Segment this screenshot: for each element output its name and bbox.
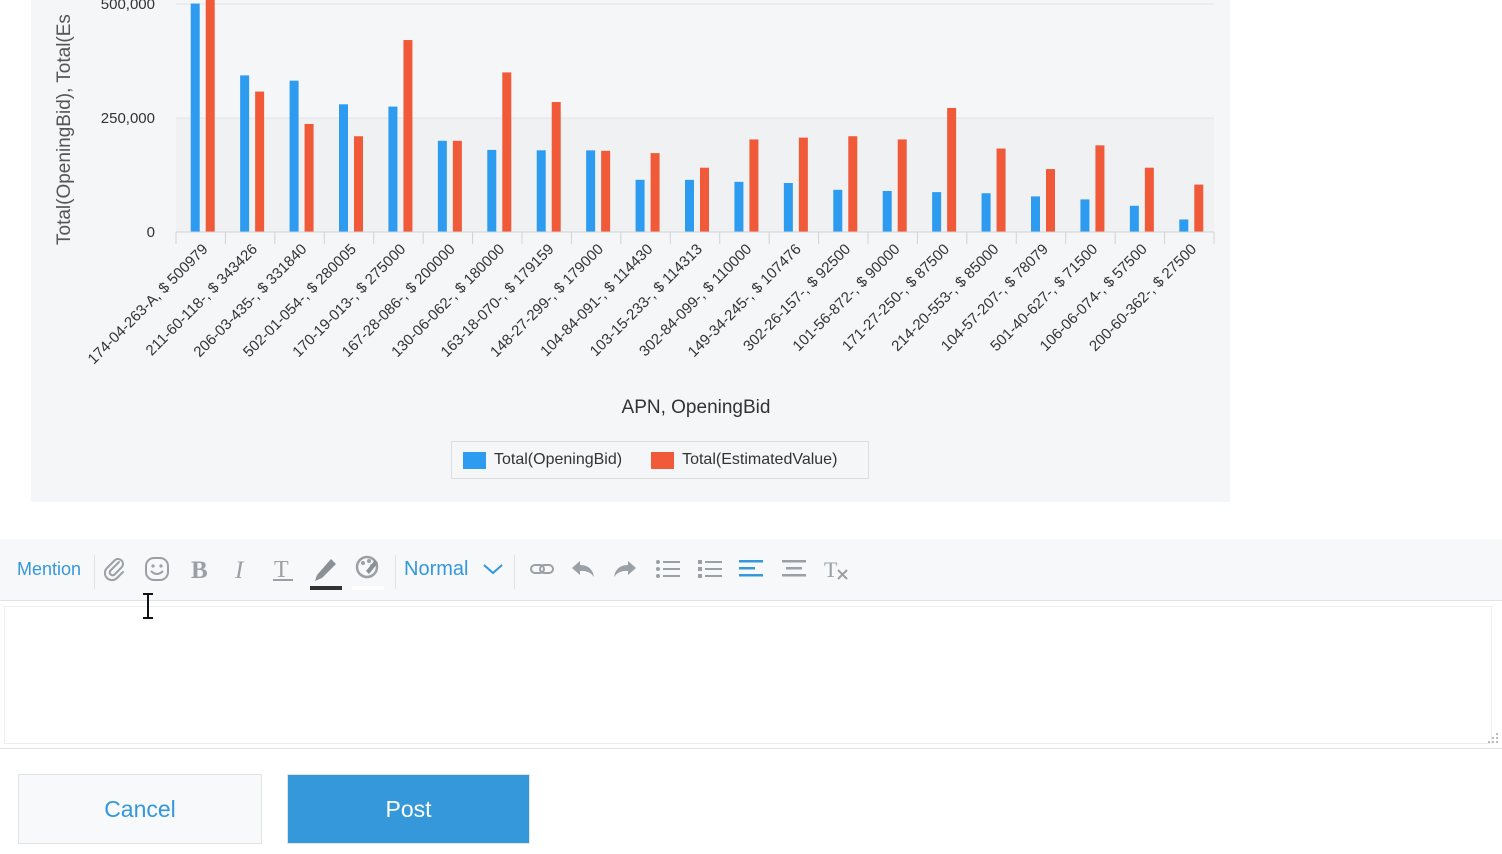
link-icon[interactable] (527, 539, 557, 599)
format-select-value: Normal (404, 557, 469, 580)
bar-estimated-value[interactable] (601, 150, 611, 232)
bar-opening-bid[interactable] (635, 179, 645, 232)
attachment-icon[interactable] (100, 539, 130, 599)
bar-estimated-value[interactable] (848, 136, 858, 232)
bar-opening-bid[interactable] (536, 150, 546, 232)
bar-opening-bid[interactable] (685, 179, 694, 232)
numbered-list-icon[interactable] (695, 539, 725, 599)
toolbar-divider (395, 555, 396, 589)
bar-opening-bid[interactable] (1129, 205, 1139, 232)
bar-opening-bid[interactable] (586, 150, 596, 232)
bar-estimated-value[interactable] (255, 91, 265, 232)
toolbar-divider (514, 555, 515, 589)
bar-opening-bid[interactable] (190, 3, 200, 233)
legend-item-estimated-value[interactable]: Total(EstimatedValue) (651, 451, 837, 469)
align-center-icon[interactable] (779, 539, 809, 599)
cancel-button[interactable]: Cancel (18, 774, 262, 844)
bar-opening-bid[interactable] (833, 189, 843, 232)
bar-estimated-value[interactable] (502, 72, 512, 233)
bar-opening-bid[interactable] (1031, 196, 1040, 232)
y-axis-title: Total(OpeningBid), Total(Es (54, 14, 75, 245)
y-tick-label: 250,000 (101, 110, 155, 127)
align-left-icon[interactable] (736, 539, 766, 599)
y-tick-label: 500,000 (101, 0, 155, 13)
text-cursor-icon (143, 593, 153, 619)
svg-text:B: B (191, 557, 208, 582)
chart-panel: 0 250,000 500,000 174-04-263-A, $ 500979 211… (31, 0, 1230, 502)
text-color-icon[interactable] (309, 539, 343, 599)
comment-editor[interactable] (4, 606, 1492, 744)
bar-estimated-value[interactable] (452, 140, 462, 232)
bar-estimated-value[interactable] (1194, 184, 1204, 232)
bar-opening-bid[interactable] (1080, 199, 1090, 232)
emoji-icon[interactable] (142, 539, 172, 599)
bar-estimated-value[interactable] (403, 40, 413, 232)
redo-icon[interactable] (610, 539, 640, 599)
italic-icon[interactable]: I (227, 539, 257, 599)
background-color-icon[interactable] (351, 539, 385, 599)
legend-label: Total(OpeningBid) (494, 451, 623, 468)
bar-estimated-value[interactable] (205, 0, 215, 232)
bullet-list-icon[interactable] (653, 539, 683, 599)
bar-estimated-value[interactable] (551, 102, 561, 232)
format-select[interactable]: Normal (404, 539, 512, 599)
bar-opening-bid[interactable] (289, 80, 299, 232)
svg-text:T: T (824, 557, 838, 582)
bar-opening-bid[interactable] (339, 104, 348, 232)
bar-estimated-value[interactable] (749, 139, 759, 232)
bar-estimated-value[interactable] (700, 167, 709, 232)
toolbar-divider (94, 555, 95, 589)
bar-estimated-value[interactable] (947, 107, 957, 232)
bar-opening-bid[interactable] (734, 181, 744, 232)
bar-estimated-value[interactable] (996, 148, 1006, 232)
bar-opening-bid[interactable] (1179, 219, 1189, 232)
y-tick-label: 0 (147, 224, 155, 241)
bar-opening-bid[interactable] (981, 193, 991, 232)
text-size-icon[interactable]: T (268, 539, 298, 599)
legend-swatch-red (651, 451, 675, 469)
bar-opening-bid[interactable] (882, 190, 892, 232)
clear-formatting-icon[interactable]: T (821, 539, 851, 599)
bar-estimated-value[interactable] (304, 123, 314, 232)
bar-estimated-value[interactable] (354, 136, 363, 232)
chart-grid (176, 3, 1214, 233)
bar-opening-bid[interactable] (783, 182, 793, 232)
bar-estimated-value[interactable] (1095, 145, 1105, 232)
bar-estimated-value[interactable] (1046, 169, 1055, 232)
bar-opening-bid[interactable] (932, 192, 942, 232)
bar-estimated-value[interactable] (897, 139, 907, 232)
bar-estimated-value[interactable] (798, 137, 808, 232)
bar-opening-bid[interactable] (487, 149, 497, 232)
bar-opening-bid[interactable] (388, 106, 398, 232)
bar-estimated-value[interactable] (1144, 167, 1154, 232)
legend-item-opening-bid[interactable]: Total(OpeningBid) (463, 451, 622, 469)
legend-label: Total(EstimatedValue) (682, 451, 838, 468)
chevron-down-icon (483, 564, 504, 575)
resize-handle-icon[interactable] (1484, 731, 1500, 747)
undo-icon[interactable] (568, 539, 598, 599)
mention-button[interactable]: Mention (16, 558, 82, 579)
legend-swatch-blue (463, 451, 486, 469)
chart-band (176, 118, 1214, 232)
editor-divider (0, 748, 1502, 749)
bar-estimated-value[interactable] (650, 153, 660, 232)
x-axis-title: APN, OpeningBid (622, 397, 771, 418)
editor-toolbar: Mention B I T Normal (0, 539, 1502, 601)
bold-icon[interactable]: B (185, 539, 215, 599)
chart-legend: Total(OpeningBid) Total(EstimatedValue) (451, 441, 869, 479)
post-button[interactable]: Post (287, 774, 530, 844)
svg-text:I: I (234, 557, 245, 582)
svg-text:T: T (274, 557, 289, 582)
chart-bars (190, 0, 1204, 233)
bar-opening-bid[interactable] (437, 140, 447, 232)
bar-opening-bid[interactable] (240, 75, 250, 233)
